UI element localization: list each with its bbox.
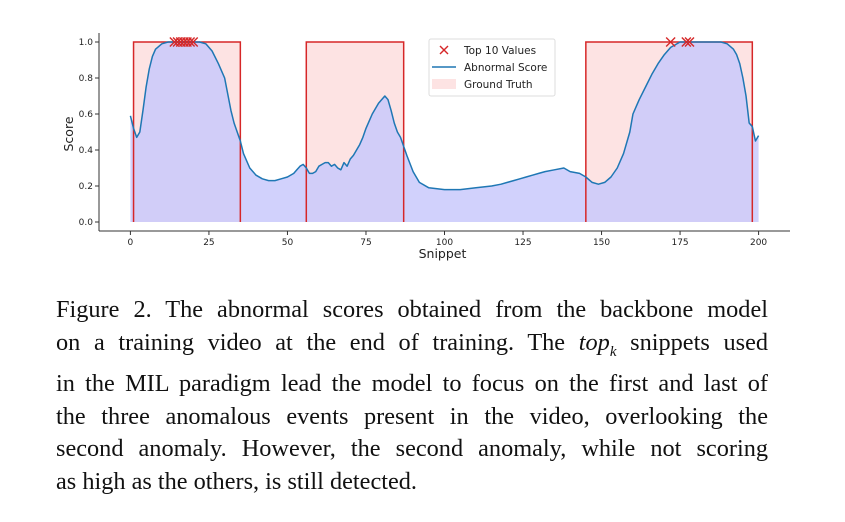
legend-label: Top 10 Values xyxy=(463,45,536,57)
caption-math-subscript: k xyxy=(609,343,617,360)
top-value-marker xyxy=(681,37,692,47)
axes: 0 25 50 75 100 125 150 175 200 0.0 0.2 0.4 0.6 0.8 1.0… xyxy=(61,33,790,261)
legend: Top 10 Values Abnormal Score Ground Truth xyxy=(428,38,556,97)
figure-caption: Figure 2. The abnormal scores obtained f… xyxy=(56,294,768,498)
caption-line-2: on a training video at the end of traini… xyxy=(56,327,768,368)
x-tick-label: 125 xyxy=(514,238,531,248)
caption-math-topk: top xyxy=(578,328,610,356)
y-tick-label: 0.4 xyxy=(79,146,94,156)
y-tick-label: 0.0 xyxy=(79,218,94,228)
legend-label: Abnormal Score xyxy=(464,62,547,74)
y-tick-label: 0.2 xyxy=(79,182,93,192)
caption-line-3: in the MIL paradigm lead the model to fo… xyxy=(56,370,768,398)
y-tick-label: 1.0 xyxy=(79,38,94,48)
top-value-marker xyxy=(665,37,676,47)
x-tick-label: 200 xyxy=(750,238,767,248)
legend-marker-top-values xyxy=(439,45,449,55)
x-tick-label: 150 xyxy=(593,238,610,248)
ground-truth-line-3 xyxy=(585,41,754,222)
top-value-marker xyxy=(684,37,695,47)
x-tick-label: 0 xyxy=(128,238,134,248)
x-tick-label: 50 xyxy=(282,238,294,248)
y-axis-label: Score xyxy=(61,116,76,151)
legend-label: Ground Truth xyxy=(464,79,533,91)
x-tick-label: 75 xyxy=(360,238,371,248)
caption-line-4: the three anomalous events present in th… xyxy=(56,402,768,430)
x-tick-label: 100 xyxy=(436,238,453,248)
y-tick-label: 0.8 xyxy=(79,74,94,84)
top-value-marker xyxy=(188,37,199,47)
caption-line-5: second anomaly. However, the second anom… xyxy=(56,435,768,463)
legend-marker-ground-truth xyxy=(432,79,456,89)
plot-area xyxy=(129,37,760,222)
caption-line-1: Figure 2. The abnormal scores obtained f… xyxy=(56,296,768,323)
caption-line-2-pre: on a training video at the end of traini… xyxy=(56,328,579,356)
top-value-marker xyxy=(185,37,196,47)
abnormal-score-line xyxy=(129,41,760,191)
y-tick-label: 0.6 xyxy=(79,110,94,120)
x-tick-label: 175 xyxy=(671,238,688,248)
x-axis-label: Snippet xyxy=(419,246,467,261)
x-tick-label: 25 xyxy=(203,238,214,248)
legend-box xyxy=(428,38,556,97)
caption-line-6: as high as the others, is still detected… xyxy=(56,467,418,495)
caption-line-2-post: snippets used xyxy=(616,328,768,356)
ground-truth-line-2 xyxy=(305,41,405,222)
score-chart: 0 25 50 75 100 125 150 175 200 0.0 0.2 0.4 0.6 0.8 1.0… xyxy=(61,33,790,261)
